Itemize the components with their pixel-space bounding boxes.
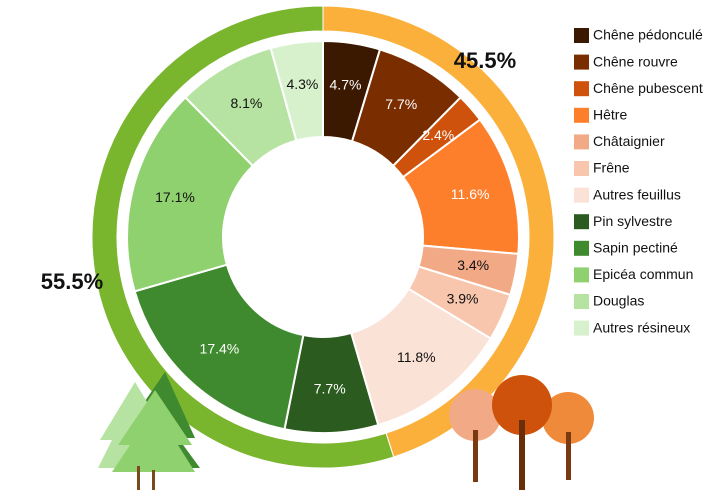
legend-swatch (574, 294, 589, 309)
legend-label: Chêne pubescent (593, 80, 703, 96)
data-label: 8.1% (230, 95, 262, 111)
legend-swatch (574, 267, 589, 283)
legend-swatch (574, 54, 589, 70)
data-label: 17.4% (200, 340, 240, 356)
conifer-trees (98, 372, 200, 490)
data-label: 2.4% (422, 127, 454, 143)
legend-label: Sapin pectiné (593, 240, 678, 256)
data-label: 17.1% (155, 189, 195, 205)
data-label: 7.7% (314, 381, 346, 397)
data-label: 4.7% (330, 76, 362, 92)
legend-label: Frêne (593, 160, 630, 176)
legend-swatch (574, 107, 589, 123)
legend-label: Châtaignier (593, 133, 665, 149)
legend-label: Chêne rouvre (593, 53, 678, 69)
data-label: 11.8% (397, 349, 436, 365)
legend-swatch (574, 28, 589, 43)
legend-swatch (574, 81, 589, 97)
data-label: 3.9% (447, 290, 479, 306)
legend-swatch (574, 161, 589, 176)
broadleaf-trees (449, 375, 594, 490)
legend-label: Autres résineux (593, 319, 690, 335)
outer-label: 45.5% (454, 48, 516, 73)
rings (91, 5, 555, 469)
legend-label: Pin sylvestre (593, 213, 673, 229)
legend: Chêne pédonculé Chêne rouvre Chêne pubesce… (574, 27, 703, 336)
segment (133, 263, 305, 431)
legend-swatch (574, 240, 589, 256)
legend-label: Autres feuillus (593, 186, 681, 202)
data-label: 7.7% (385, 96, 417, 112)
data-label: 4.3% (286, 76, 318, 92)
legend-label: Douglas (593, 293, 644, 309)
data-label: 11.6% (451, 186, 490, 202)
legend-swatch (574, 134, 589, 150)
legend-swatch (574, 187, 589, 203)
legend-label: Chêne pédonculé (593, 27, 703, 43)
segment (269, 39, 324, 142)
legend-swatch (574, 320, 589, 336)
data-label: 3.4% (457, 257, 489, 273)
outer-label: 55.5% (41, 269, 103, 294)
segment (126, 96, 255, 293)
legend-swatch (574, 214, 589, 230)
legend-label: Hêtre (593, 107, 627, 123)
legend-label: Epicéa commun (593, 266, 693, 282)
